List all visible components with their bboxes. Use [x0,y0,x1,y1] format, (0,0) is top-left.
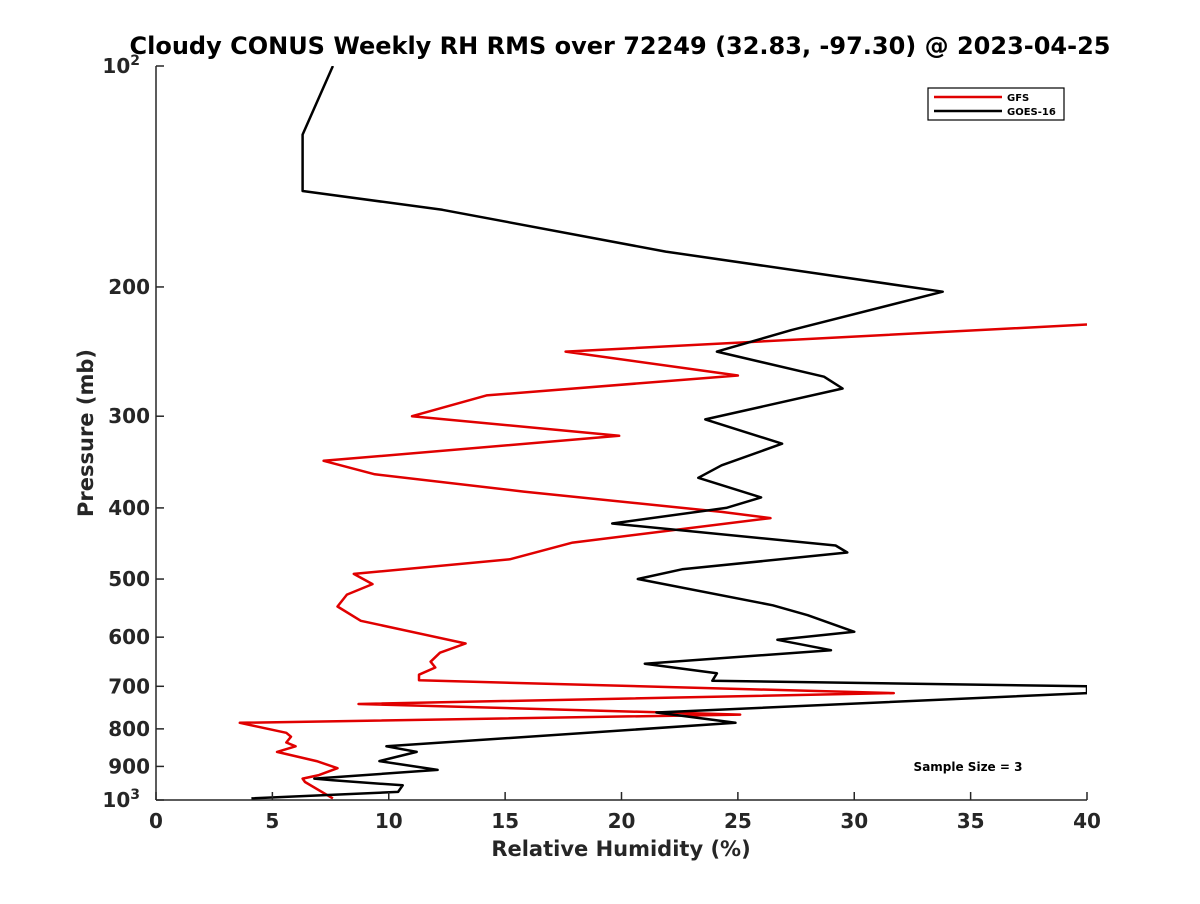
y-tick-label: 103 [102,787,140,812]
x-tick-label: 5 [265,809,279,833]
legend-label-goes16: GOES-16 [1007,107,1056,118]
legend-box [927,87,1065,121]
x-tick-label: 15 [491,809,519,833]
legend: GFS GOES-16 [927,87,1065,121]
x-axis: 0 5 10 15 20 25 30 35 40 [149,792,1101,833]
chart-title: Cloudy CONUS Weekly RH RMS over 72249 (3… [130,32,1111,60]
series-line-goes16 [251,66,1087,800]
legend-label-gfs: GFS [1007,93,1029,104]
y-tick-label: 700 [108,674,150,698]
x-axis-label: Relative Humidity (%) [491,837,750,861]
y-tick-label: 900 [108,754,150,778]
plot-area [156,66,1087,800]
x-tick-label: 30 [840,809,868,833]
series-line-gfs [238,323,1087,800]
y-tick-label: 500 [108,567,150,591]
y-tick-label: 300 [108,404,150,428]
x-tick-label: 10 [375,809,403,833]
y-tick-label: 102 [102,53,140,78]
y-tick-label: 800 [108,717,150,741]
sample-size-annotation: Sample Size = 3 [914,760,1023,774]
y-tick-label: 400 [108,496,150,520]
x-tick-label: 20 [608,809,636,833]
x-tick-label: 35 [957,809,985,833]
y-axis-label: Pressure (mb) [74,349,98,517]
x-tick-label: 0 [149,809,163,833]
x-tick-label: 25 [724,809,752,833]
y-tick-label: 600 [108,625,150,649]
y-tick-label: 200 [108,275,150,299]
series-layer [238,66,1087,800]
y-axis: 102 200 300 400 500 600 700 800 900 103 [102,53,164,812]
x-tick-label: 40 [1073,809,1101,833]
